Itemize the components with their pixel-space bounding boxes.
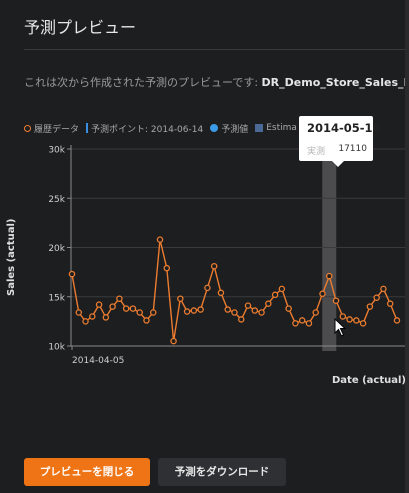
vertical-line-icon [86, 123, 89, 133]
data-point[interactable] [305, 320, 313, 327]
data-point[interactable] [312, 309, 319, 316]
data-point[interactable] [258, 309, 265, 316]
data-point[interactable] [278, 285, 286, 293]
data-point[interactable] [224, 306, 231, 313]
sales-line-chart[interactable]: 30k 25k 20k 15k 10k 2014-04-05 [0, 135, 405, 375]
download-forecast-button[interactable]: 予測をダウンロード [158, 458, 286, 486]
data-point[interactable] [217, 289, 225, 297]
data-point[interactable] [129, 305, 137, 312]
legend-forecast-point[interactable]: 予測ポイント: 2014-06-14 [86, 122, 203, 135]
data-point[interactable] [285, 305, 292, 312]
tooltip-label: 実測 [307, 147, 326, 157]
close-preview-button[interactable]: プレビューを閉じる [24, 458, 150, 486]
data-point[interactable] [136, 309, 143, 316]
data-point[interactable] [244, 302, 252, 309]
data-point[interactable] [265, 300, 272, 307]
data-point[interactable] [197, 306, 204, 313]
data-point[interactable] [204, 284, 211, 292]
data-point[interactable] [143, 317, 150, 324]
data-point[interactable] [251, 307, 259, 314]
data-point[interactable] [170, 337, 177, 345]
x-tick-label: 2014-04-05 [72, 356, 124, 366]
data-point[interactable] [366, 303, 374, 310]
data-point[interactable] [190, 307, 198, 314]
data-point[interactable] [109, 303, 116, 310]
tooltip-date: 2014-05-10 [307, 121, 381, 135]
y-tick-label: 30k [48, 146, 65, 156]
data-point[interactable] [122, 305, 130, 312]
window-edge [405, 0, 409, 493]
data-point[interactable] [163, 264, 171, 272]
data-point[interactable] [116, 295, 123, 302]
data-point[interactable] [332, 297, 340, 304]
mouse-pointer-icon [334, 318, 347, 337]
data-point[interactable] [68, 270, 76, 278]
data-point[interactable] [386, 300, 394, 307]
description-prefix: これは次から作成された予測のプレビューです: [24, 76, 262, 89]
data-point[interactable] [319, 290, 326, 298]
legend-estimated-interval[interactable]: Estima [255, 123, 297, 133]
y-tick-label: 20k [48, 244, 65, 254]
data-point[interactable] [237, 316, 245, 323]
data-point[interactable] [231, 309, 238, 316]
legend-history[interactable]: 履歴データ [24, 122, 79, 135]
modal-description: これは次から作成された予測のプレビューです: DR_Demo_Store_Sal… [24, 74, 405, 90]
data-point[interactable] [292, 320, 299, 327]
data-point[interactable] [271, 291, 279, 299]
data-point[interactable] [393, 317, 401, 324]
circle-marker-icon [24, 124, 31, 132]
chart-legend: 履歴データ 予測ポイント: 2014-06-14 予測値 Estima [24, 121, 304, 135]
data-point[interactable] [95, 301, 103, 308]
data-point[interactable] [177, 295, 184, 302]
data-point[interactable] [75, 309, 83, 316]
y-tick-label: 25k [48, 195, 65, 205]
data-point[interactable] [298, 317, 306, 324]
history-series-line [71, 239, 398, 342]
data-point[interactable] [373, 294, 380, 301]
dot-icon [210, 124, 219, 132]
data-point[interactable] [359, 320, 367, 327]
y-tick-label: 10k [48, 343, 65, 353]
data-point[interactable] [102, 314, 110, 321]
title-divider [24, 49, 405, 50]
chart-tooltip: 2014-05-10 実測 17110 [299, 116, 381, 167]
y-axis-label: Sales (actual) [6, 218, 17, 297]
square-icon [255, 124, 264, 132]
data-point[interactable] [326, 272, 333, 280]
data-point[interactable] [210, 262, 218, 270]
legend-prediction[interactable]: 予測値 [210, 122, 248, 135]
data-point[interactable] [89, 313, 96, 320]
data-point[interactable] [156, 236, 164, 243]
data-point[interactable] [339, 313, 347, 320]
x-axis-label: Date (actual) [332, 375, 406, 386]
data-point[interactable] [82, 318, 89, 325]
deployment-name: DR_Demo_Store_Sales_Fore [261, 76, 405, 89]
data-point[interactable] [353, 317, 360, 324]
modal-title: 予測プレビュー [24, 18, 137, 37]
data-point[interactable] [346, 316, 353, 323]
data-point[interactable] [149, 309, 157, 316]
data-point[interactable] [183, 308, 191, 315]
y-tick-label: 15k [48, 293, 65, 303]
tooltip-value: 17110 [338, 144, 367, 154]
data-point[interactable] [380, 285, 387, 293]
